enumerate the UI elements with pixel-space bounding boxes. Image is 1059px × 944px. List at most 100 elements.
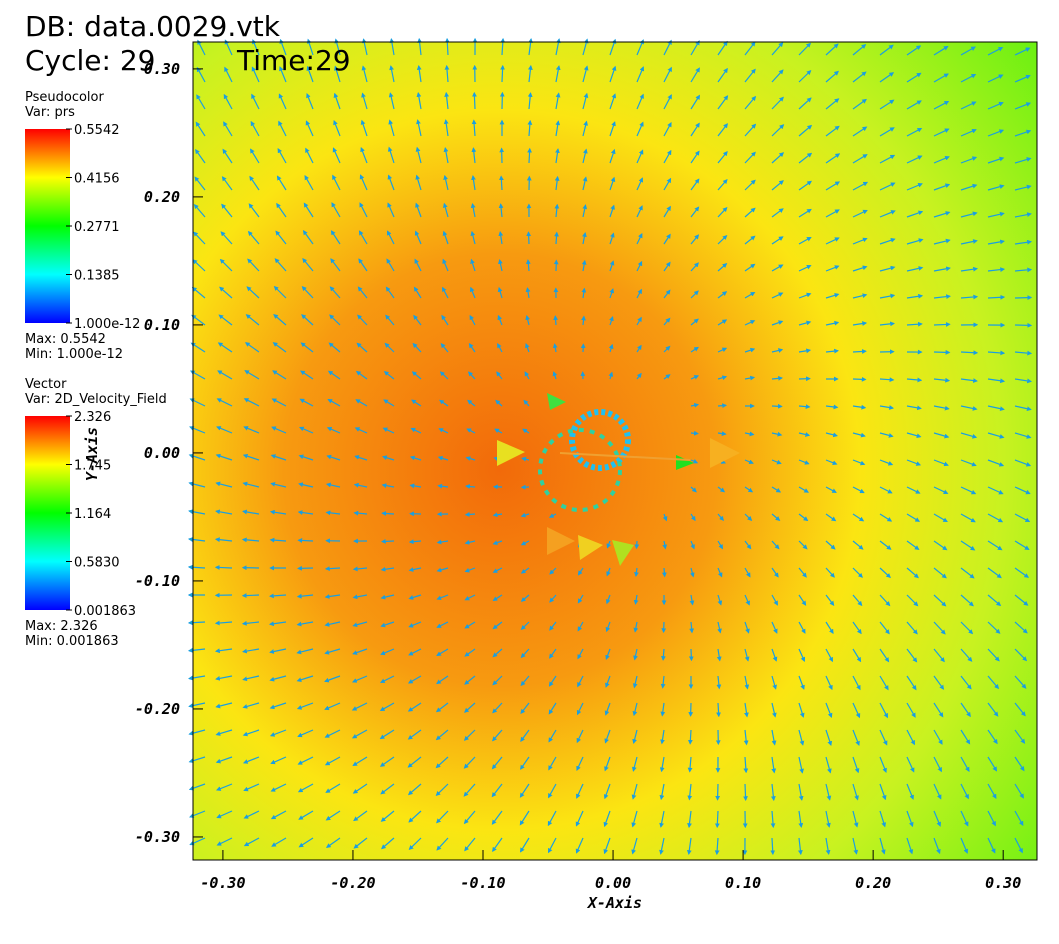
velocity-arrow — [224, 66, 233, 83]
velocity-arrow — [906, 810, 914, 828]
velocity-arrow — [798, 70, 812, 83]
velocity-arrow — [215, 509, 233, 515]
velocity-arrow — [519, 837, 530, 853]
velocity-arrow — [687, 729, 693, 745]
velocity-arrow — [520, 512, 530, 518]
velocity-arrow — [770, 837, 776, 856]
velocity-arrow — [744, 486, 754, 493]
velocity-arrow — [825, 594, 835, 606]
velocity-arrow — [278, 93, 287, 110]
y-tick-label: -0.30 — [135, 828, 180, 846]
velocity-arrow — [1014, 350, 1033, 356]
velocity-arrow — [662, 513, 668, 522]
velocity-arrow — [520, 648, 530, 659]
legend-var: Var: prs — [25, 105, 75, 120]
velocity-arrow — [297, 756, 314, 765]
velocity-arrow — [387, 202, 395, 218]
velocity-arrow — [243, 837, 260, 847]
velocity-arrow — [576, 783, 584, 799]
velocity-arrow — [879, 702, 888, 719]
velocity-arrow — [933, 756, 942, 773]
velocity-arrow — [825, 265, 840, 272]
colorbar — [25, 416, 70, 610]
velocity-arrow — [879, 237, 896, 245]
velocity-arrow — [933, 155, 950, 164]
velocity-arrow — [353, 482, 368, 488]
velocity-arrow — [492, 512, 503, 518]
velocity-arrow — [440, 342, 449, 353]
velocity-arrow — [1014, 239, 1033, 245]
velocity-arrow — [387, 230, 395, 245]
velocity-arrow — [381, 837, 395, 850]
velocity-arrow — [609, 315, 614, 326]
velocity-arrow — [552, 343, 558, 353]
velocity-arrow — [196, 66, 206, 83]
velocity-arrow — [852, 459, 866, 466]
velocity-arrow — [744, 263, 756, 272]
velocity-arrow — [331, 202, 341, 218]
velocity-arrow — [492, 675, 503, 686]
velocity-arrow — [324, 648, 341, 655]
velocity-arrow — [356, 342, 368, 353]
velocity-arrow — [987, 756, 998, 772]
velocity-arrow — [575, 810, 584, 827]
velocity-arrow — [442, 230, 449, 245]
velocity-arrow — [960, 567, 975, 579]
velocity-arrow — [717, 151, 728, 164]
velocity-arrow — [771, 540, 780, 550]
velocity-arrow — [686, 837, 692, 856]
velocity-arrow — [960, 594, 974, 607]
velocity-arrow — [960, 101, 977, 110]
velocity-arrow — [825, 293, 840, 299]
velocity-arrow — [852, 621, 862, 635]
velocity-arrow — [547, 810, 557, 827]
x-tick-label: 0.30 — [985, 874, 1021, 892]
velocity-arrow — [987, 810, 996, 827]
velocity-arrow — [714, 837, 720, 856]
velocity-arrow — [442, 202, 449, 218]
velocity-arrow — [960, 837, 969, 854]
velocity-arrow — [215, 702, 233, 709]
velocity-arrow — [269, 675, 287, 682]
velocity-arrow — [467, 371, 476, 380]
velocity-arrow — [382, 455, 395, 461]
velocity-arrow — [689, 621, 695, 634]
velocity-arrow — [634, 567, 639, 578]
velocity-arrow — [933, 128, 950, 137]
velocity-arrow — [852, 321, 868, 326]
velocity-arrow — [798, 486, 809, 493]
velocity-arrow — [987, 486, 1004, 495]
velocity-arrow — [217, 370, 233, 380]
velocity-arrow — [798, 756, 804, 774]
velocity-arrow — [798, 208, 812, 218]
velocity-arrow — [303, 202, 314, 218]
velocity-arrow — [223, 93, 233, 110]
velocity-arrow — [852, 702, 861, 719]
velocity-arrow — [439, 371, 449, 380]
velocity-arrow — [196, 94, 206, 110]
velocity-arrow — [987, 702, 999, 717]
velocity-arrow — [324, 566, 341, 572]
velocity-arrow — [825, 567, 835, 578]
velocity-arrow — [581, 287, 587, 299]
velocity-arrow — [492, 648, 503, 658]
velocity-arrow — [270, 810, 287, 820]
velocity-arrow — [608, 343, 614, 353]
velocity-arrow — [689, 567, 695, 578]
velocity-arrow — [717, 486, 726, 493]
velocity-arrow — [219, 286, 233, 299]
velocity-arrow — [960, 156, 978, 164]
velocity-arrow — [798, 432, 811, 437]
velocity-arrow — [605, 648, 611, 661]
velocity-arrow — [359, 174, 368, 191]
velocity-arrow — [249, 175, 260, 191]
velocity-arrow — [214, 620, 233, 626]
velocity-arrow — [520, 621, 530, 631]
velocity-arrow — [631, 783, 638, 800]
velocity-arrow — [717, 67, 728, 83]
velocity-arrow — [879, 810, 887, 828]
velocity-arrow — [1014, 837, 1023, 854]
velocity-arrow — [906, 266, 924, 272]
velocity-arrow — [407, 675, 422, 684]
velocity-arrow — [661, 648, 666, 661]
